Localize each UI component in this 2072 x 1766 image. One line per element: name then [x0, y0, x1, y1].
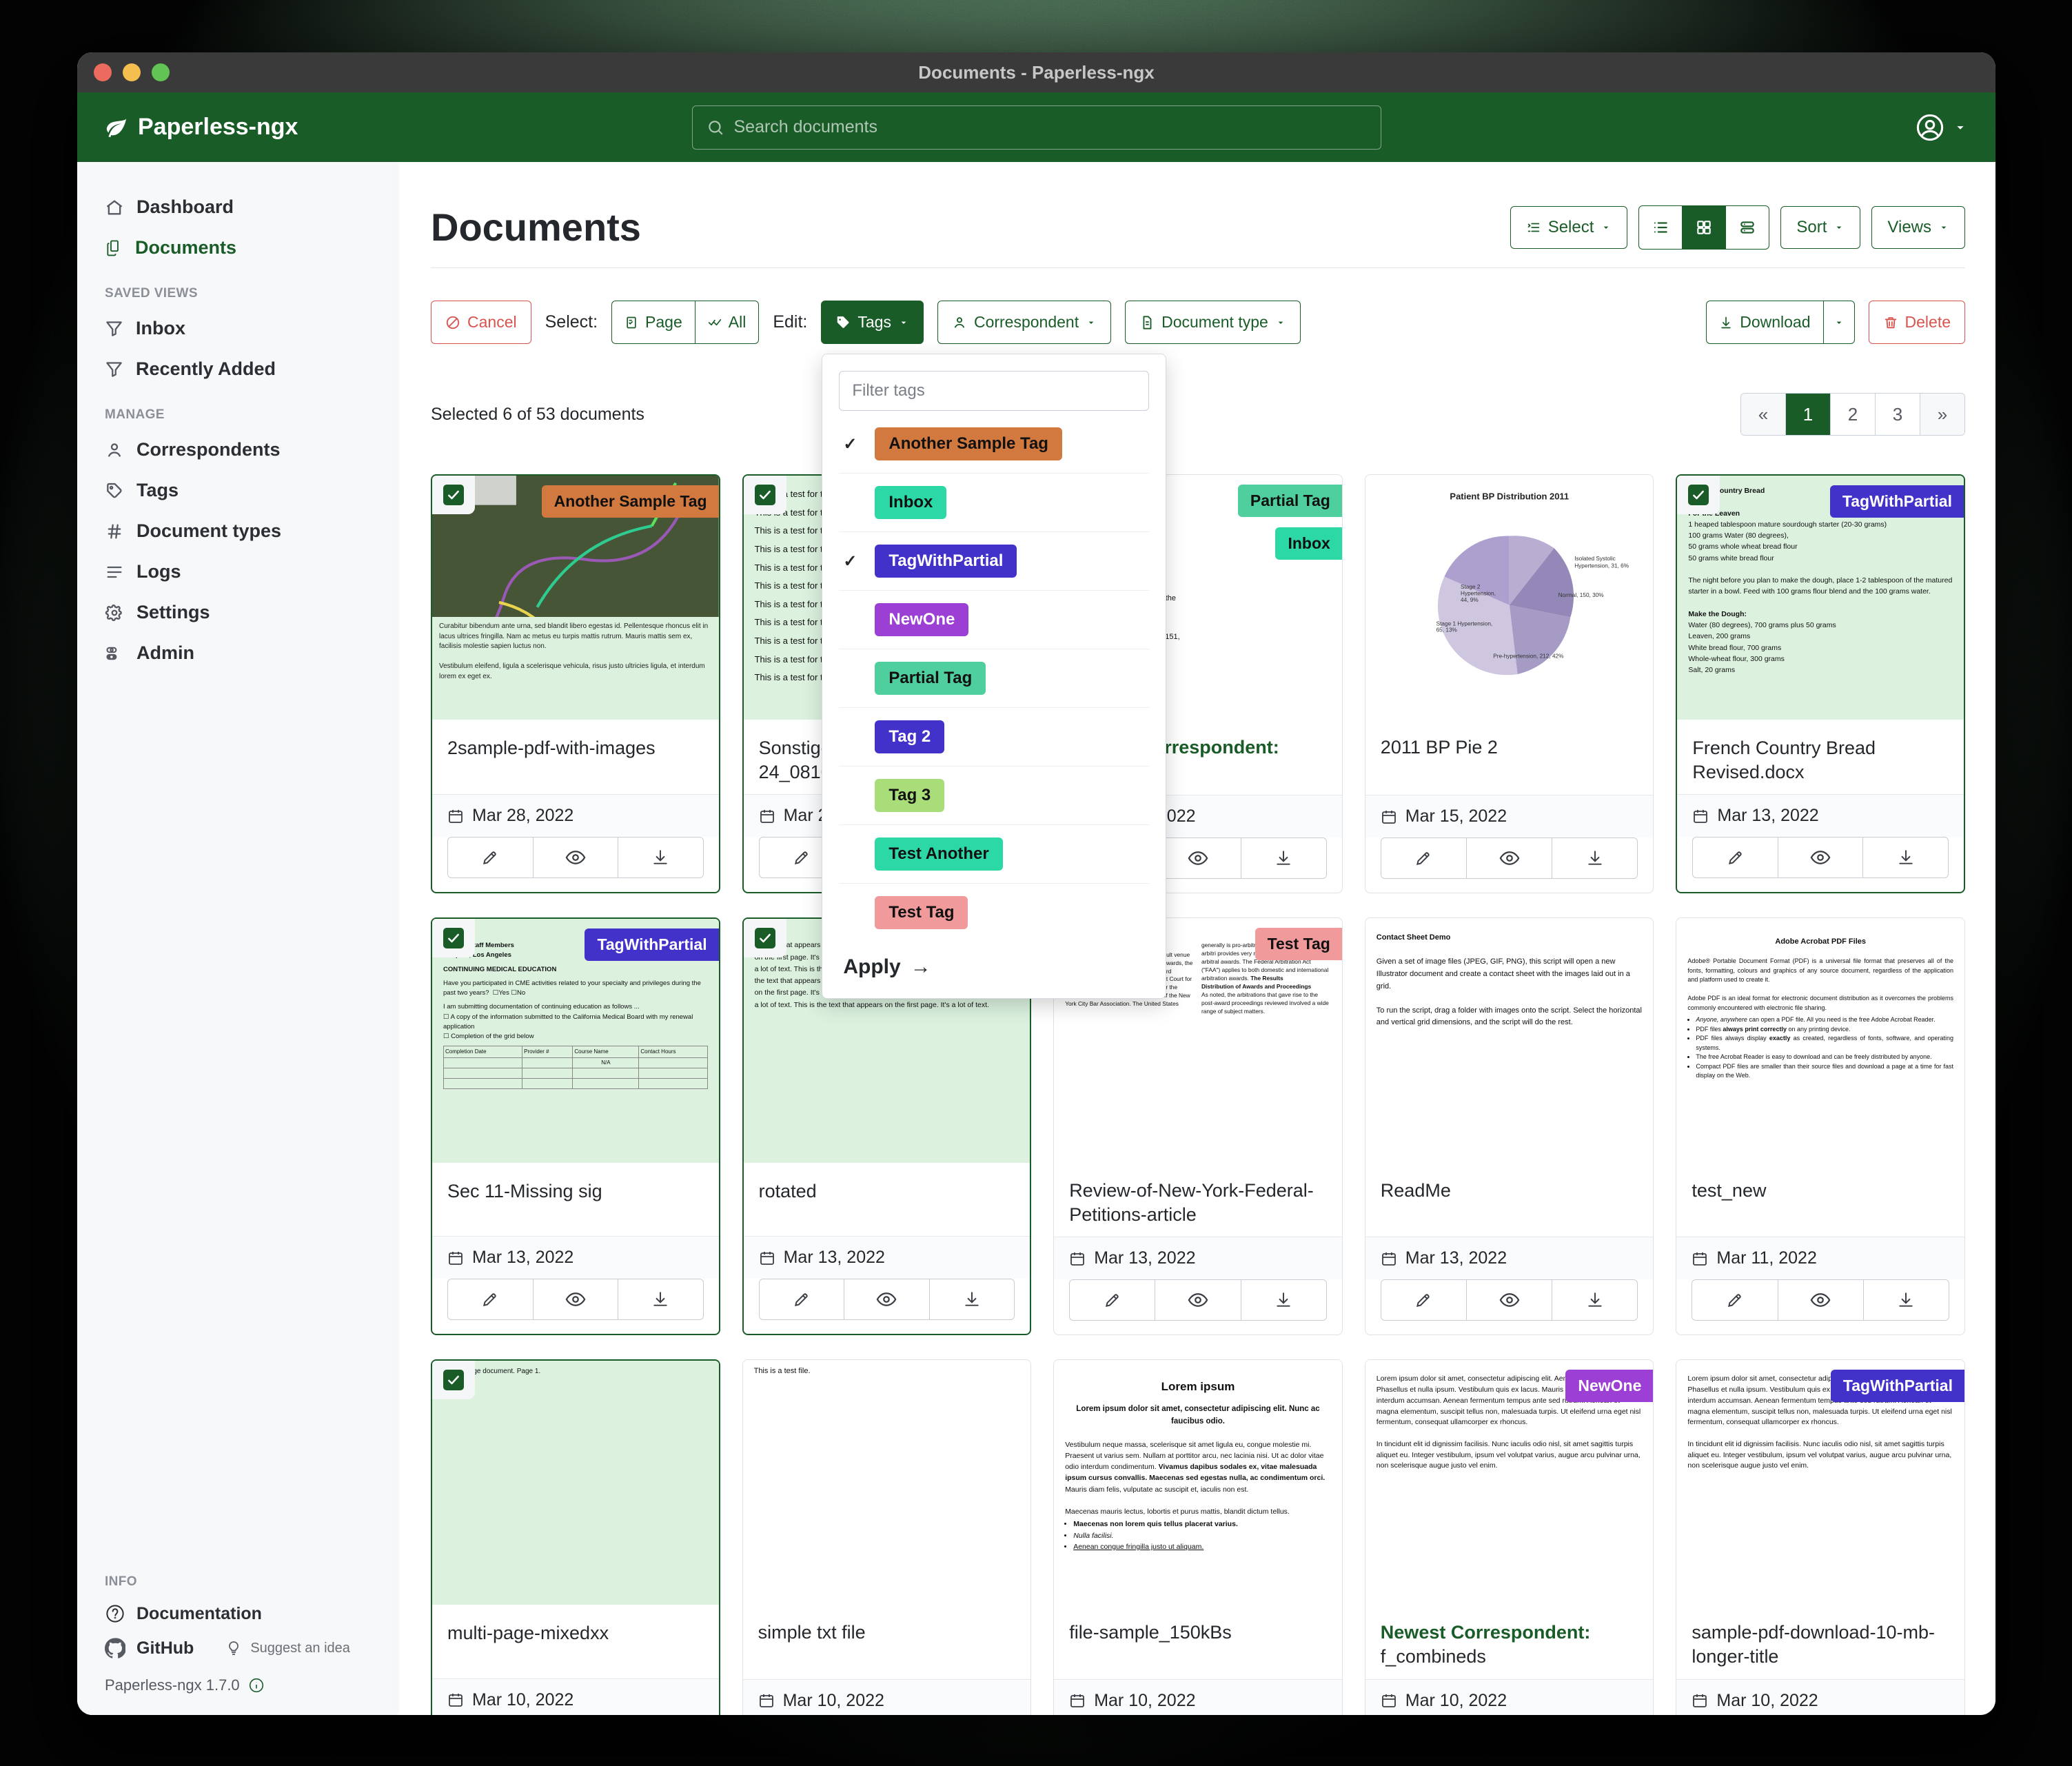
svg-text:65, 13%: 65, 13% — [1436, 627, 1457, 633]
svg-text:Isolated Systolic: Isolated Systolic — [1574, 556, 1616, 562]
svg-text:Stage 1 Hypertension,: Stage 1 Hypertension, — [1436, 620, 1492, 627]
svg-text:Pre-hypertension, 212, 42%: Pre-hypertension, 212, 42% — [1493, 653, 1564, 660]
svg-text:Patient BP Distribution 2011: Patient BP Distribution 2011 — [1450, 491, 1569, 501]
svg-text:Hypertension, 31, 6%: Hypertension, 31, 6% — [1574, 563, 1629, 569]
svg-text:Stage 2: Stage 2 — [1461, 584, 1481, 590]
svg-text:Normal, 150, 30%: Normal, 150, 30% — [1558, 592, 1604, 598]
svg-text:Hypertension,: Hypertension, — [1461, 591, 1496, 597]
svg-text:44, 9%: 44, 9% — [1461, 597, 1479, 603]
